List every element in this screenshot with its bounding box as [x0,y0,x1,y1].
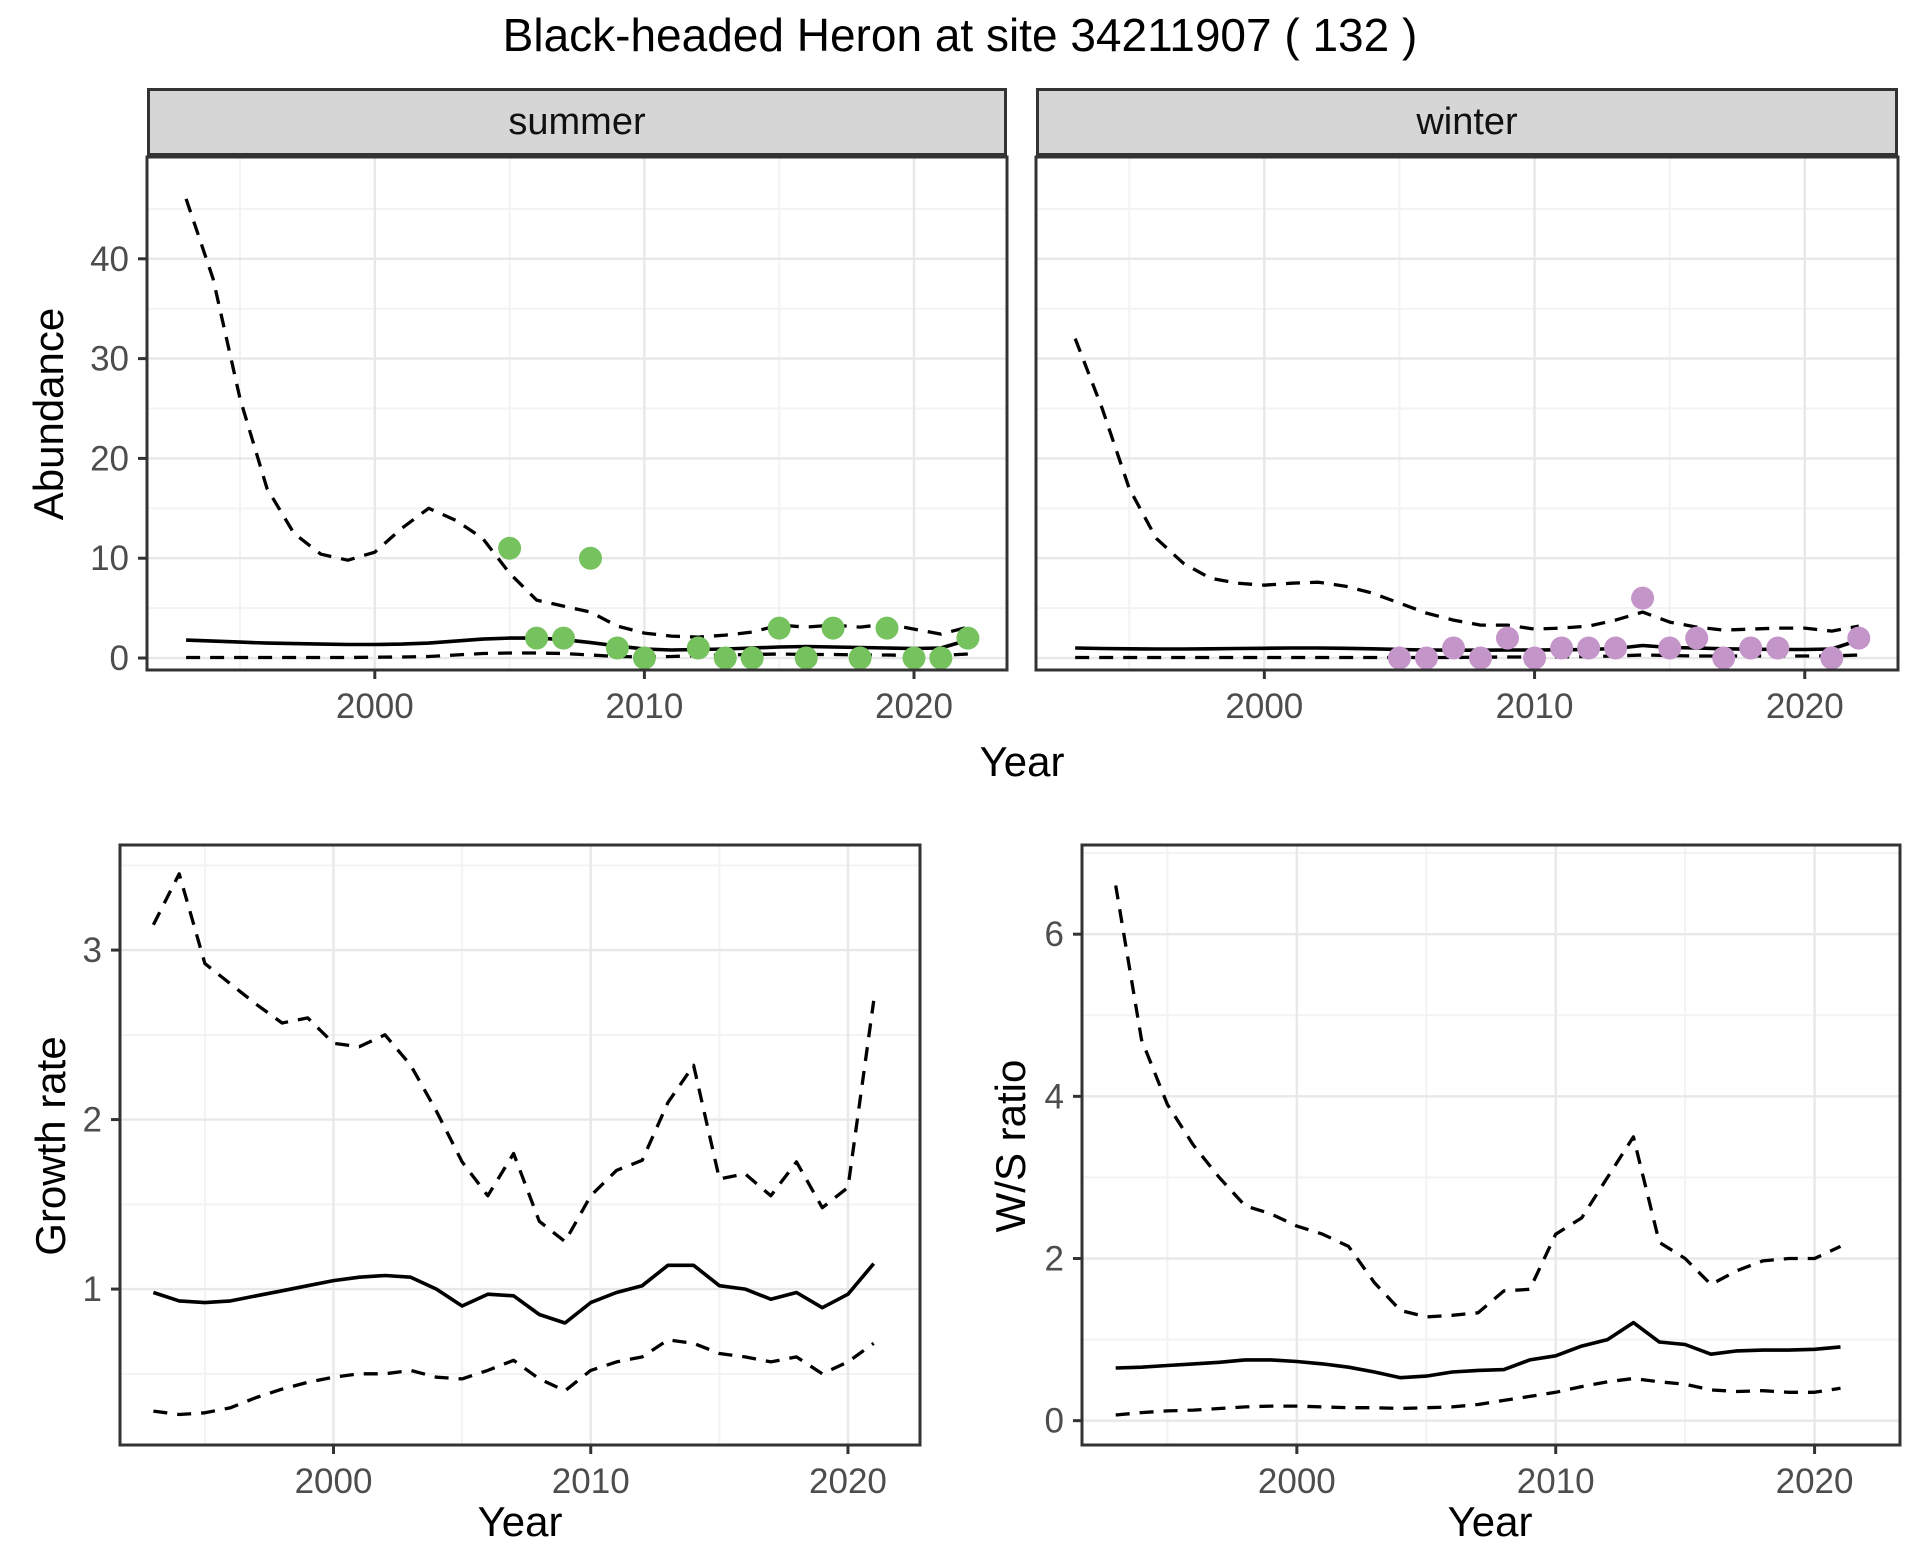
x-axis-title-year-ws: Year [1447,1498,1533,1545]
panel-background-abundance-winter [1036,157,1898,670]
data-point-abundance-summer-2012 [686,636,710,660]
facet-strip-summer: summer [147,88,1007,156]
panel-background-ws-ratio [1082,845,1900,1445]
facet-strip-winter: winter [1036,88,1898,156]
data-point-abundance-summer-2013 [713,646,737,670]
y-tick-label-ws-ratio-6: 6 [1045,915,1064,954]
x-axis-title-year-top: Year [979,738,1065,785]
data-point-abundance-winter-2018 [1739,636,1763,660]
data-point-abundance-winter-2019 [1766,636,1790,660]
x-tick-label-abundance-summer-2000: 2000 [336,687,414,726]
gridlines-growth-rate [120,845,920,1445]
axis-ticks-abundance-winter: 2000 2010 2020 [1225,670,1844,726]
data-point-abundance-summer-2010 [632,646,656,670]
x-tick-label-abundance-winter-2020: 2020 [1766,687,1844,726]
panel-border-ws-ratio [1080,843,1902,1447]
panel-border-abundance-summer [145,155,1009,672]
gridlines-abundance-winter [1036,157,1898,670]
data-point-abundance-winter-2022 [1847,626,1871,650]
y-tick-label-ws-ratio-4: 4 [1045,1077,1064,1116]
x-tick-label-ws-ratio-2010: 2010 [1517,1462,1595,1501]
x-tick-label-ws-ratio-2020: 2020 [1776,1462,1854,1501]
data-point-abundance-summer-2018 [848,646,872,670]
panel-border-growth-rate [118,843,922,1447]
y-tick-label-abundance-summer-40: 40 [90,240,129,279]
mean-line-abundance-summer [186,636,969,652]
axis-ticks-growth-rate: 2000 2010 2020 1 2 3 [83,931,887,1501]
data-point-abundance-winter-2006 [1415,646,1438,670]
mean-line-ws-ratio [1115,1320,1841,1380]
chart-panel-abundance-winter: 2000 2010 2020 [1034,155,1900,726]
data-point-abundance-summer-2021 [929,646,953,670]
x-tick-label-abundance-summer-2020: 2020 [875,687,953,726]
x-tick-label-growth-rate-2010: 2010 [552,1462,630,1501]
data-point-abundance-winter-2017 [1712,646,1736,670]
data-point-abundance-winter-2009 [1496,626,1519,650]
x-tick-label-growth-rate-2020: 2020 [809,1462,887,1501]
data-point-abundance-summer-2015 [767,616,791,640]
data-point-abundance-summer-2008 [579,546,602,570]
data-point-abundance-summer-2007 [552,626,575,650]
data-point-abundance-winter-2011 [1550,636,1574,660]
data-point-abundance-winter-2012 [1577,636,1601,660]
observation-points-abundance-winter [1387,586,1871,670]
x-axis-title-year-growth: Year [477,1498,563,1545]
data-point-abundance-winter-2013 [1604,636,1628,660]
chart-panel-growth-rate: 2000 2010 2020 1 2 3 [83,843,922,1501]
ci-upper-line-growth-rate [151,872,876,1244]
y-tick-label-growth-rate-3: 3 [83,931,102,970]
data-point-abundance-summer-2005 [498,536,522,560]
y-tick-label-abundance-summer-30: 30 [90,340,129,379]
axis-ticks-ws-ratio: 2000 2010 2020 0 2 4 6 [1045,915,1854,1501]
y-tick-label-growth-rate-1: 1 [83,1270,102,1309]
x-tick-label-abundance-winter-2010: 2010 [1496,687,1574,726]
page-title: Black-headed Heron at site 34211907 ( 13… [502,9,1418,61]
y-tick-label-growth-rate-2: 2 [83,1101,102,1140]
facet-strip-summer-label: summer [508,100,646,143]
ci-upper-line-ws-ratio [1114,885,1842,1319]
observation-points-abundance-summer [498,536,980,670]
ci-lower-line-ws-ratio [1115,1376,1841,1417]
data-point-abundance-summer-2017 [821,616,845,640]
data-point-abundance-summer-2014 [740,646,764,670]
data-point-abundance-winter-2005 [1387,646,1411,670]
data-point-abundance-summer-2022 [956,626,980,650]
data-point-abundance-summer-2009 [605,636,629,660]
panel-background-abundance-summer [147,157,1007,670]
y-tick-label-abundance-summer-10: 10 [90,539,129,578]
axis-ticks-abundance-summer: 2000 2010 2020 0 10 20 30 40 [90,240,953,726]
y-tick-label-ws-ratio-0: 0 [1045,1402,1064,1441]
data-point-abundance-winter-2021 [1820,646,1844,670]
data-point-abundance-winter-2014 [1631,586,1655,610]
y-tick-label-abundance-summer-20: 20 [90,439,129,478]
x-tick-label-abundance-winter-2000: 2000 [1225,687,1303,726]
x-tick-label-growth-rate-2000: 2000 [295,1462,373,1501]
gridlines-abundance-summer [147,157,1007,670]
data-point-abundance-winter-2010 [1523,646,1547,670]
chart-panel-ws-ratio: 2000 2010 2020 0 2 4 6 [1045,843,1902,1501]
panel-border-abundance-winter [1034,155,1900,672]
data-point-abundance-winter-2016 [1685,626,1709,650]
data-point-abundance-winter-2008 [1469,646,1492,670]
data-point-abundance-summer-2020 [902,646,926,670]
panel-background-growth-rate [120,845,920,1445]
y-tick-label-abundance-summer-0: 0 [110,639,129,678]
mean-line-growth-rate [152,1262,876,1325]
data-point-abundance-winter-2015 [1658,636,1682,660]
chart-panel-abundance-summer: 2000 2010 2020 0 10 20 30 40 [90,155,1009,726]
data-point-abundance-summer-2006 [525,626,549,650]
data-point-abundance-winter-2007 [1442,636,1465,660]
ci-lower-line-abundance-summer [186,651,968,660]
x-tick-label-abundance-summer-2010: 2010 [605,687,683,726]
ci-lower-line-growth-rate [153,1338,875,1417]
data-point-abundance-summer-2019 [875,616,899,640]
y-tick-label-ws-ratio-2: 2 [1045,1240,1064,1279]
x-tick-label-ws-ratio-2000: 2000 [1258,1462,1336,1501]
data-point-abundance-summer-2016 [794,646,818,670]
facet-strip-winter-label: winter [1416,100,1518,143]
